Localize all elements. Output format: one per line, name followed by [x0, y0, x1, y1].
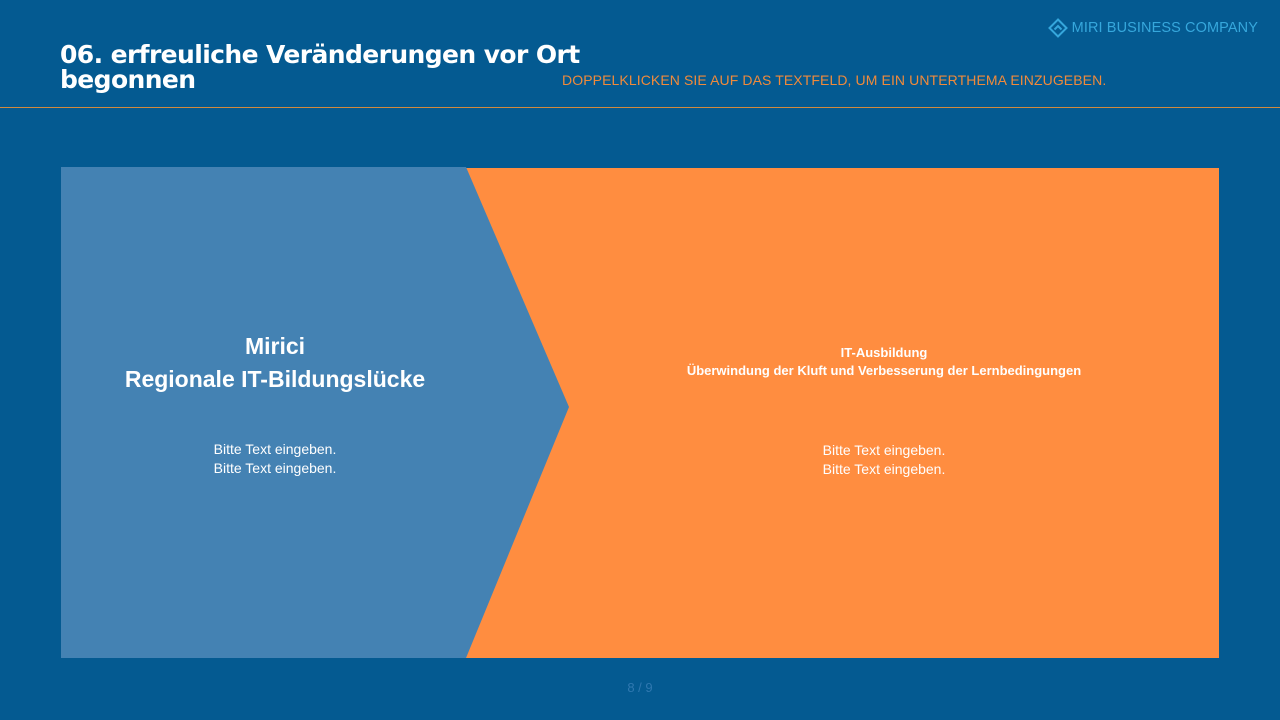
blue-arrow-panel: [61, 167, 569, 658]
header-divider: [0, 107, 1280, 108]
slide-title-line2: begonnen: [60, 65, 196, 94]
right-body-line1: Bitte Text eingeben.: [822, 442, 946, 458]
right-heading-line2: Überwindung der Kluft und Verbesserung d…: [686, 363, 1082, 378]
left-panel-body[interactable]: Bitte Text eingeben. Bitte Text eingeben…: [136, 440, 414, 478]
right-panel-body[interactable]: Bitte Text eingeben. Bitte Text eingeben…: [745, 441, 1023, 479]
diamond-logo-icon: [1047, 18, 1068, 38]
brand-name: MIRI BUSINESS COMPANY: [1071, 20, 1258, 36]
left-panel-heading[interactable]: Mirici Regionale IT-Bildungslücke: [61, 330, 489, 396]
left-body-line1: Bitte Text eingeben.: [213, 441, 337, 457]
left-heading-line1: Mirici: [244, 333, 306, 359]
right-body-line2: Bitte Text eingeben.: [822, 461, 946, 477]
brand-logo: MIRI BUSINESS COMPANY: [1047, 18, 1258, 38]
right-heading-line1: IT-Ausbildung: [840, 345, 928, 360]
page-indicator: 8 / 9: [627, 680, 653, 695]
right-panel-heading[interactable]: IT-Ausbildung Überwindung der Kluft und …: [580, 344, 1188, 380]
slide-title: 06. erfreuliche Veränderungen vor Ort be…: [60, 42, 580, 92]
left-heading-line2: Regionale IT-Bildungslücke: [124, 366, 426, 392]
slide-subtitle[interactable]: DOPPELKLICKEN SIE AUF DAS TEXTFELD, UM E…: [562, 72, 1107, 88]
slide-title-line1: 06. erfreuliche Veränderungen vor Ort: [60, 40, 580, 69]
left-body-line2: Bitte Text eingeben.: [213, 460, 337, 476]
